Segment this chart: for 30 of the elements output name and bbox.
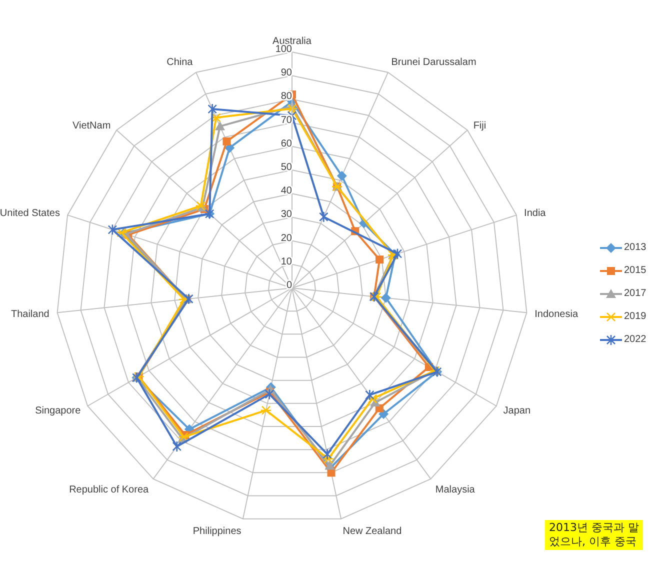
spoke-label: Japan: [503, 406, 531, 417]
y-tick-label: 10: [280, 256, 292, 268]
y-tick-label: 0: [286, 280, 292, 291]
y-tick-label: 90: [280, 68, 292, 79]
spoke-label: Indonesia: [534, 309, 578, 320]
spoke-label: Republic of Korea: [69, 484, 150, 496]
spoke-label: New Zealand: [342, 526, 402, 537]
spoke-label: United States: [0, 208, 60, 220]
legend-label: 2019: [624, 311, 646, 322]
text: 2013년 중국과 말 었으나, 이후 중국: [545, 520, 643, 550]
y-tick-label: 100: [275, 44, 292, 55]
y-tick-label: 60: [280, 138, 292, 150]
y-tick-label: 70: [280, 114, 292, 126]
legend-label: 2022: [624, 334, 646, 345]
y-tick-label: 40: [280, 186, 292, 197]
legend-label: 2015: [624, 265, 646, 276]
legend-label: 2017: [624, 288, 646, 299]
spoke-label: Philippines: [192, 526, 242, 537]
spoke-label: India: [524, 208, 546, 220]
spoke-label: Thailand: [10, 309, 50, 320]
spoke-label: Brunei Darussalam: [391, 57, 476, 68]
legend-label: 2013: [624, 242, 646, 253]
spoke-label: Malaysia: [435, 484, 476, 496]
spoke-label: Fiji: [473, 120, 486, 132]
spoke-label: Singapore: [35, 406, 82, 417]
spoke-label: VietNam: [72, 120, 111, 132]
spoke-label: China: [166, 57, 194, 68]
y-tick-label: 30: [280, 209, 292, 220]
y-tick-label: 50: [280, 162, 292, 173]
y-tick-label: 20: [280, 232, 292, 244]
